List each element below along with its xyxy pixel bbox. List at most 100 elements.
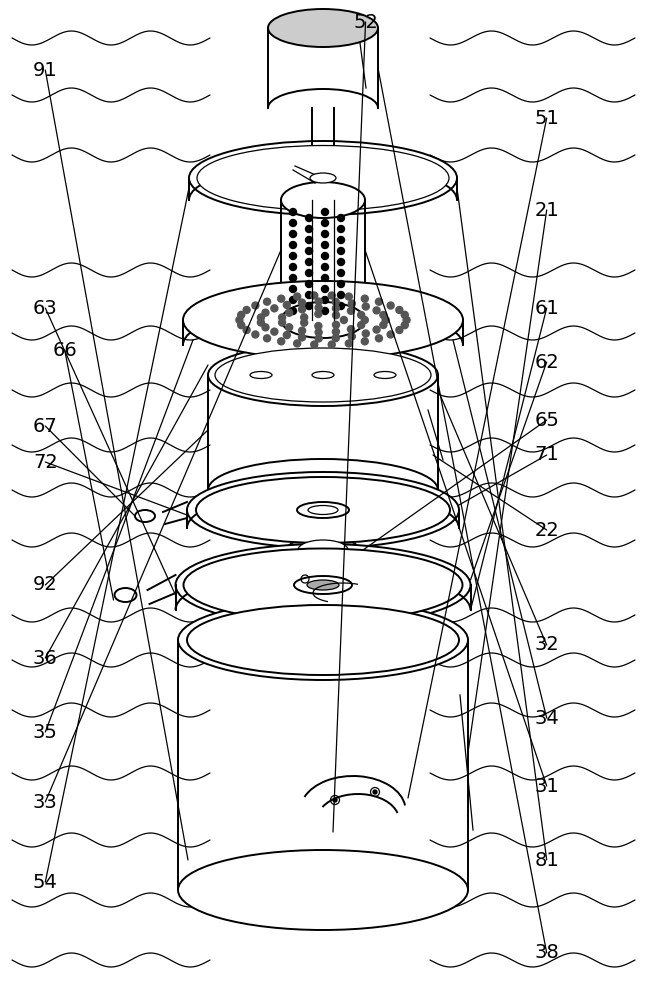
Circle shape bbox=[338, 258, 344, 265]
Circle shape bbox=[373, 790, 377, 794]
Ellipse shape bbox=[314, 349, 332, 357]
Text: 51: 51 bbox=[534, 108, 559, 127]
Circle shape bbox=[322, 274, 329, 282]
Circle shape bbox=[338, 302, 344, 310]
Circle shape bbox=[262, 324, 269, 331]
Circle shape bbox=[382, 316, 389, 324]
Ellipse shape bbox=[297, 502, 349, 518]
Circle shape bbox=[305, 280, 313, 288]
Circle shape bbox=[375, 335, 382, 342]
Text: 66: 66 bbox=[52, 340, 77, 360]
Circle shape bbox=[315, 323, 322, 330]
Ellipse shape bbox=[196, 477, 450, 543]
Ellipse shape bbox=[197, 145, 449, 211]
Circle shape bbox=[340, 316, 347, 324]
Circle shape bbox=[258, 319, 265, 326]
Circle shape bbox=[311, 341, 318, 348]
Text: 36: 36 bbox=[33, 648, 58, 668]
Circle shape bbox=[322, 252, 329, 259]
Circle shape bbox=[348, 333, 355, 340]
Circle shape bbox=[289, 241, 296, 248]
Circle shape bbox=[396, 327, 403, 334]
Circle shape bbox=[358, 311, 365, 318]
Circle shape bbox=[289, 286, 296, 292]
Ellipse shape bbox=[374, 371, 396, 378]
Circle shape bbox=[299, 306, 305, 313]
Circle shape bbox=[401, 322, 408, 329]
Ellipse shape bbox=[187, 605, 459, 675]
Circle shape bbox=[289, 263, 296, 270]
Circle shape bbox=[243, 327, 250, 334]
Ellipse shape bbox=[310, 173, 336, 183]
Ellipse shape bbox=[215, 348, 431, 402]
Circle shape bbox=[338, 247, 344, 254]
Circle shape bbox=[338, 226, 344, 232]
Circle shape bbox=[301, 314, 308, 321]
Circle shape bbox=[294, 293, 301, 300]
Circle shape bbox=[305, 226, 313, 232]
Circle shape bbox=[236, 316, 243, 324]
Ellipse shape bbox=[115, 588, 137, 602]
Circle shape bbox=[298, 334, 305, 341]
Circle shape bbox=[278, 295, 285, 302]
Circle shape bbox=[362, 303, 369, 310]
Circle shape bbox=[252, 302, 259, 309]
Circle shape bbox=[347, 307, 355, 314]
Bar bbox=[312, 108, 334, 175]
Ellipse shape bbox=[208, 459, 438, 521]
Ellipse shape bbox=[175, 544, 470, 626]
Circle shape bbox=[333, 312, 340, 319]
Circle shape bbox=[322, 241, 329, 248]
Ellipse shape bbox=[281, 302, 365, 338]
Circle shape bbox=[305, 269, 313, 276]
Circle shape bbox=[333, 335, 339, 342]
Circle shape bbox=[286, 309, 292, 316]
Circle shape bbox=[345, 293, 353, 300]
Text: 31: 31 bbox=[534, 776, 559, 796]
Ellipse shape bbox=[184, 548, 463, 621]
Circle shape bbox=[322, 296, 329, 304]
Circle shape bbox=[333, 298, 339, 305]
Circle shape bbox=[315, 310, 322, 317]
Circle shape bbox=[305, 215, 313, 222]
Ellipse shape bbox=[287, 536, 359, 564]
Text: 67: 67 bbox=[33, 416, 58, 436]
Circle shape bbox=[283, 301, 291, 308]
Text: 34: 34 bbox=[534, 708, 559, 728]
Circle shape bbox=[237, 322, 245, 329]
Ellipse shape bbox=[208, 344, 438, 406]
Text: 38: 38 bbox=[534, 944, 559, 962]
Circle shape bbox=[243, 306, 250, 313]
Circle shape bbox=[333, 321, 340, 328]
Circle shape bbox=[289, 231, 296, 237]
Circle shape bbox=[348, 300, 355, 307]
Circle shape bbox=[294, 340, 301, 347]
Circle shape bbox=[305, 292, 313, 298]
Circle shape bbox=[322, 263, 329, 270]
Ellipse shape bbox=[307, 580, 339, 590]
Text: 21: 21 bbox=[534, 200, 559, 220]
Text: 61: 61 bbox=[534, 298, 559, 318]
Circle shape bbox=[283, 332, 291, 339]
Circle shape bbox=[403, 316, 410, 324]
Circle shape bbox=[380, 321, 387, 328]
Circle shape bbox=[315, 298, 322, 305]
Circle shape bbox=[305, 236, 313, 243]
Circle shape bbox=[347, 326, 355, 333]
Circle shape bbox=[338, 269, 344, 276]
Circle shape bbox=[322, 308, 329, 314]
Text: 54: 54 bbox=[33, 872, 58, 892]
Ellipse shape bbox=[281, 182, 365, 218]
Circle shape bbox=[361, 316, 368, 324]
Circle shape bbox=[311, 292, 318, 299]
Ellipse shape bbox=[178, 850, 468, 930]
Text: 81: 81 bbox=[534, 850, 559, 869]
Circle shape bbox=[305, 258, 313, 265]
Circle shape bbox=[237, 311, 245, 318]
Circle shape bbox=[338, 236, 344, 243]
Circle shape bbox=[286, 324, 292, 331]
Circle shape bbox=[333, 328, 340, 335]
Circle shape bbox=[358, 322, 365, 329]
Circle shape bbox=[345, 340, 353, 347]
Circle shape bbox=[298, 299, 305, 306]
